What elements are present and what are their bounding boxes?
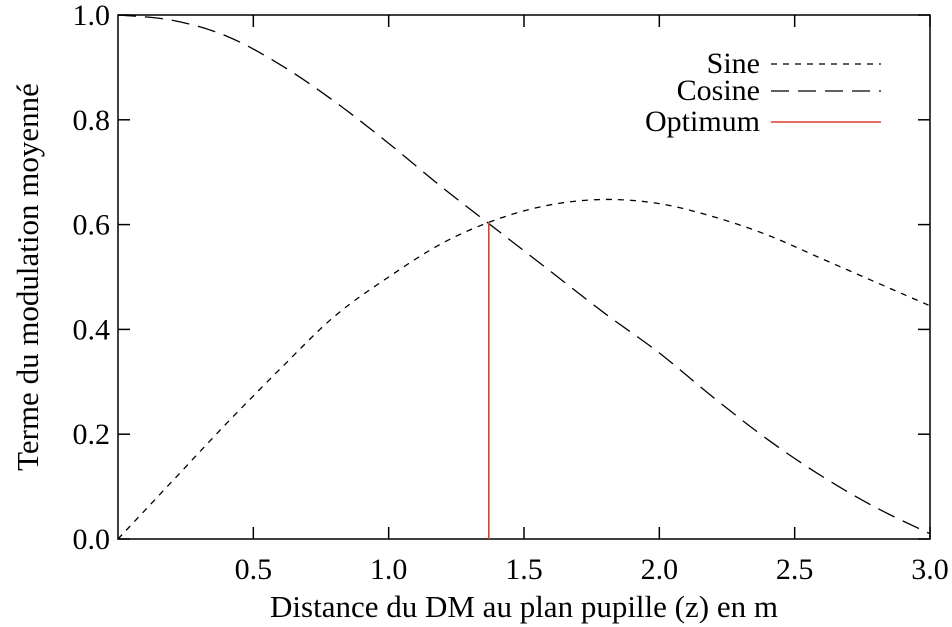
- x-tick-label: 0.5: [235, 553, 273, 586]
- y-tick-label: 0.4: [73, 313, 111, 346]
- series-lines: [117, 14, 931, 540]
- x-tick-label: 2.0: [641, 553, 679, 586]
- plot-frame: [117, 14, 931, 540]
- y-tick-label: 0.2: [73, 418, 111, 451]
- series-cosine-line: [117, 14, 931, 535]
- y-tick-label: 0.0: [73, 523, 111, 556]
- legend-label-sine: Sine: [707, 47, 760, 80]
- x-tick-label: 1.0: [370, 553, 408, 586]
- y-tick-label: 0.8: [73, 104, 111, 137]
- x-axis-label: Distance du DM au plan pupille (z) en m: [270, 589, 778, 624]
- y-axis-label: Terme du modulation moyenné: [10, 83, 45, 471]
- legend-label-cosine: Cosine: [677, 74, 760, 107]
- x-tick-label: 1.5: [505, 553, 543, 586]
- axis-ticks: 0.5 1.0 1.5 2.0 2.5 3.0 0.0 0.2 0.4 0.6 0.8 1.0: [73, 0, 949, 586]
- y-tick-label: 1.0: [73, 0, 111, 32]
- x-tick-label: 3.0: [911, 553, 949, 586]
- y-tick-label: 0.6: [73, 209, 111, 242]
- x-tick-label: 2.5: [776, 553, 814, 586]
- legend-label-optimum: Optimum: [645, 105, 760, 138]
- series-sine-line: [117, 198, 931, 540]
